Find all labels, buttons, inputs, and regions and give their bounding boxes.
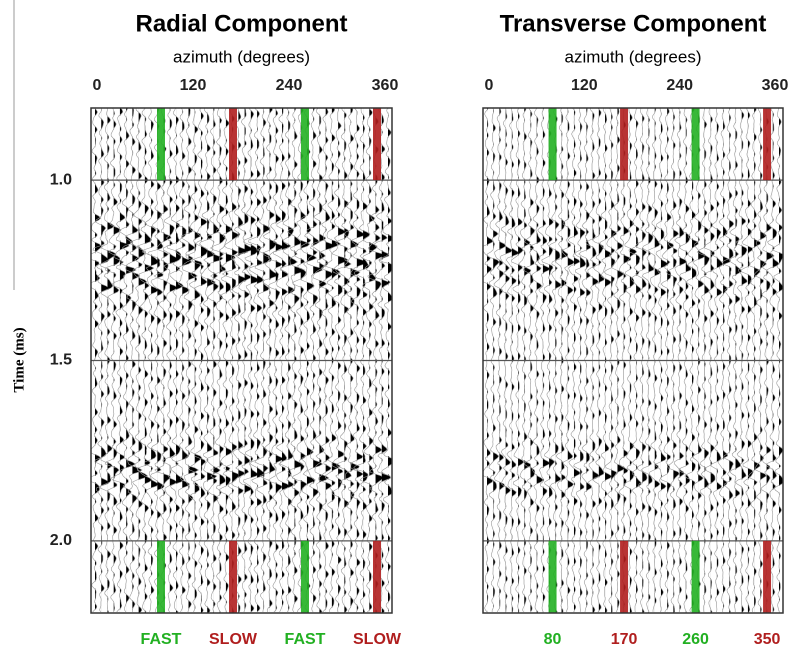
x-tick-label: 240 (276, 77, 303, 94)
trace-fill (704, 108, 710, 613)
plot-frame (90, 107, 393, 614)
trace-fill (573, 108, 580, 613)
trace-fill (567, 108, 575, 613)
trace-fill (716, 108, 723, 613)
trace-fill (338, 108, 348, 613)
y-tick-label: 1.0 (50, 171, 72, 188)
chart-title: Transverse Component (500, 10, 767, 37)
trace-fill (282, 108, 290, 613)
highlight-band (229, 540, 237, 613)
trace-fill (232, 108, 239, 613)
highlight-label: 260 (682, 631, 709, 648)
trace-fill (747, 108, 754, 613)
highlight-band (301, 108, 309, 181)
trace-fill (325, 108, 336, 613)
highlight-label: 80 (544, 631, 562, 648)
trace-fill (344, 108, 352, 613)
highlight-label: SLOW (353, 631, 402, 648)
trace-fill (157, 108, 165, 613)
highlight-band (157, 540, 165, 613)
trace-fill (95, 108, 102, 613)
trace-fill (363, 108, 370, 613)
trace-fill (580, 108, 586, 613)
y-axis-label: Time (ms) (11, 327, 27, 392)
highlight-band (229, 108, 237, 181)
y-tick-label: 2.0 (50, 532, 72, 549)
trace-fill (673, 108, 680, 613)
x-tick-label: 360 (762, 77, 789, 94)
x-tick-label: 360 (372, 77, 399, 94)
trace-fill (151, 108, 159, 613)
highlight-label: FAST (285, 631, 326, 648)
x-axis-label: azimuth (degrees) (173, 47, 310, 66)
plot-frame (482, 107, 784, 614)
trace-fill (300, 108, 310, 613)
trace-fill (586, 108, 592, 613)
x-tick-label: 0 (93, 77, 102, 94)
highlight-band (301, 540, 309, 613)
x-tick-label: 0 (485, 77, 494, 94)
highlight-label: 350 (754, 631, 781, 648)
x-axis-label: azimuth (degrees) (564, 47, 701, 66)
trace-fill (499, 108, 506, 613)
trace-fill (667, 108, 674, 613)
x-tick-label: 120 (180, 77, 207, 94)
highlight-band (763, 540, 772, 613)
chart-title: Radial Component (135, 10, 347, 37)
trace-fill (710, 108, 716, 613)
y-tick-label: 1.5 (50, 352, 72, 369)
trace-fill (119, 108, 130, 613)
x-tick-label: 240 (666, 77, 693, 94)
trace-fill (611, 108, 617, 613)
trace-fill (257, 108, 265, 613)
highlight-band (373, 540, 381, 613)
trace-fill (685, 108, 691, 613)
highlight-band (620, 108, 629, 181)
highlight-band (620, 540, 629, 613)
x-tick-label: 120 (571, 77, 598, 94)
trace-fill (660, 108, 669, 613)
trace-fill (772, 108, 780, 613)
highlight-band (691, 108, 700, 181)
highlight-band (763, 108, 772, 181)
highlight-band (157, 108, 165, 181)
highlight-band (373, 108, 381, 181)
highlight-band (691, 540, 700, 613)
trace-fill (275, 108, 283, 613)
highlight-label: SLOW (209, 631, 258, 648)
trace-fill (388, 108, 392, 613)
trace-fill (679, 108, 687, 613)
trace-fill (493, 108, 500, 613)
trace-fill (642, 108, 648, 613)
trace-fill (244, 108, 253, 613)
highlight-label: FAST (141, 631, 182, 648)
trace-fill (648, 108, 654, 613)
highlight-band (548, 108, 557, 181)
highlight-band (548, 540, 557, 613)
trace-fill (269, 108, 277, 613)
highlight-label: 170 (611, 631, 638, 648)
